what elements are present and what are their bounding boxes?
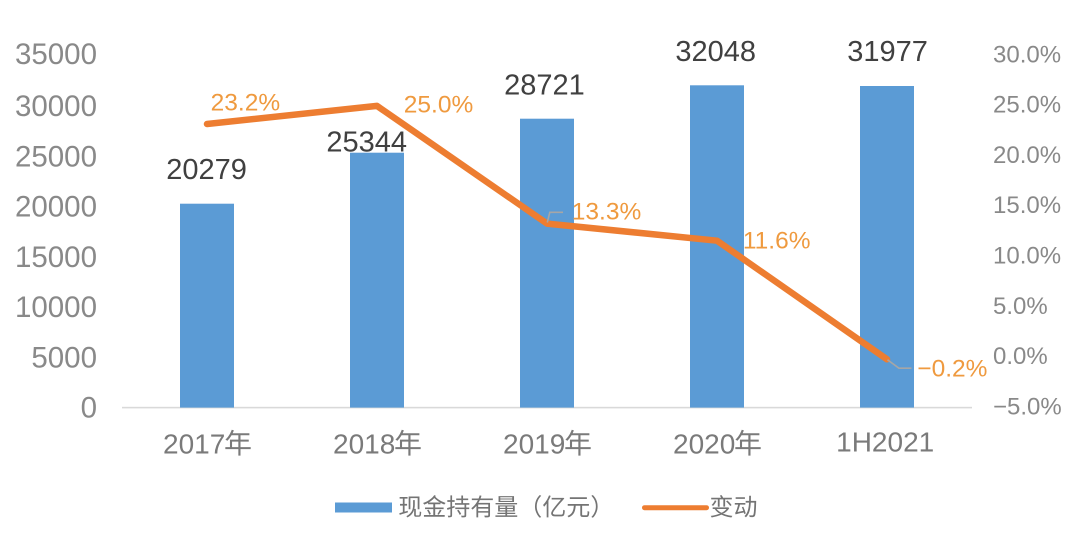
svg-text:20000: 20000 [15,191,97,224]
svg-text:20.0%: 20.0% [993,142,1061,169]
svg-text:25344: 25344 [326,127,407,159]
svg-text:2019: 2019 [503,428,565,459]
svg-text:0.0%: 0.0% [993,343,1048,370]
svg-text:10000: 10000 [15,291,97,324]
svg-text:5000: 5000 [31,342,97,375]
svg-text:−0.2%: −0.2% [917,356,987,383]
svg-text:5.0%: 5.0% [993,293,1048,320]
svg-text:28721: 28721 [504,70,585,102]
svg-text:25.0%: 25.0% [404,91,473,118]
svg-text:11.6%: 11.6% [743,227,811,254]
svg-text:35000: 35000 [15,38,97,71]
svg-text:30000: 30000 [15,90,97,123]
svg-text:25000: 25000 [15,140,97,173]
svg-text:1H2021: 1H2021 [836,427,934,458]
svg-text:20279: 20279 [166,154,247,186]
svg-text:15000: 15000 [15,241,97,274]
svg-text:30.0%: 30.0% [993,41,1061,68]
svg-text:13.3%: 13.3% [572,199,641,226]
svg-text:31977: 31977 [847,36,928,68]
svg-text:23.2%: 23.2% [211,89,280,116]
svg-text:0: 0 [81,392,97,425]
svg-text:15.0%: 15.0% [993,192,1061,219]
svg-text:2018: 2018 [333,428,395,459]
svg-text:32048: 32048 [675,36,756,68]
svg-text:2020: 2020 [673,428,735,459]
svg-text:10.0%: 10.0% [993,243,1061,270]
svg-text:−5.0%: −5.0% [993,393,1062,420]
svg-text:2017: 2017 [163,428,225,459]
svg-text:25.0%: 25.0% [993,92,1061,119]
